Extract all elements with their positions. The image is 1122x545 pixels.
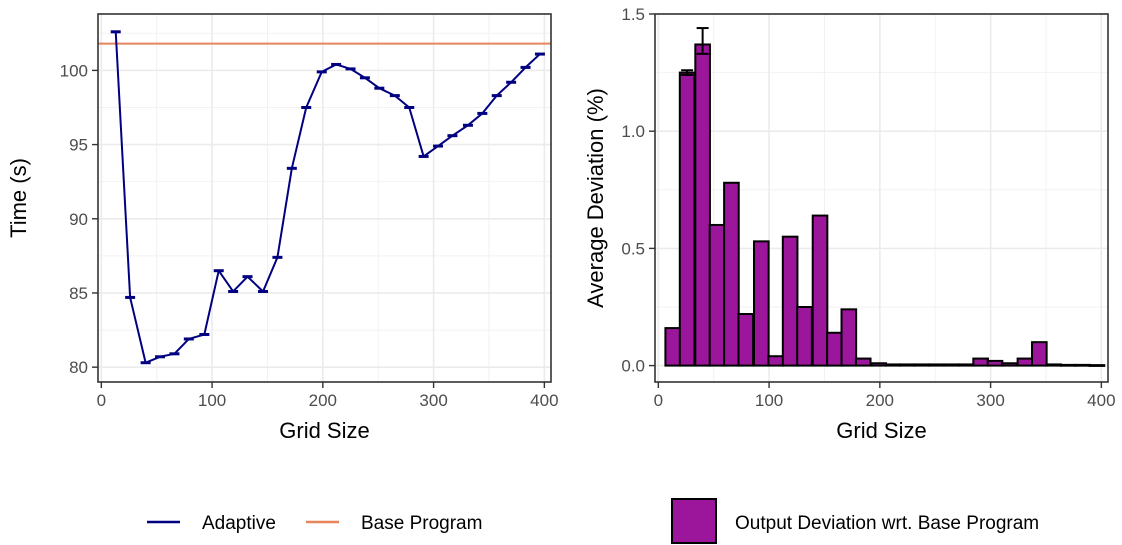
- panel-border: [97, 13, 552, 383]
- y-tick-label: 1.5: [621, 5, 645, 24]
- x-tick-label: 200: [866, 391, 894, 410]
- deviation-bar: [986, 359, 1004, 367]
- time-chart: 0 100 200 300 400 80 85 90 95 100 Grid Size Time …: [6, 13, 559, 534]
- y-tick-label: 95: [69, 136, 88, 155]
- deviation-bar: [943, 363, 961, 367]
- deviation-bar: [957, 363, 975, 367]
- deviation-bar: [796, 305, 813, 367]
- deviation-bar: [1059, 363, 1077, 367]
- x-tick-label: 100: [198, 391, 226, 410]
- x-tick-label: 300: [419, 391, 447, 410]
- x-tick-label: 0: [654, 391, 663, 410]
- legend: Adaptive Base Program: [147, 513, 482, 534]
- deviation-bar: [737, 313, 755, 367]
- deviation-bar: [781, 235, 799, 367]
- x-axis-title: Grid Size: [836, 418, 926, 443]
- deviation-bar: [899, 363, 916, 367]
- legend: Output Deviation wrt. Base Program: [671, 498, 1039, 544]
- x-tick-label: 300: [976, 391, 1004, 410]
- deviation-bar: [928, 363, 945, 367]
- deviation-bar: [826, 331, 843, 367]
- adaptive-line: [114, 31, 541, 364]
- deviation-bar: [913, 363, 931, 367]
- deviation-bar: [870, 362, 888, 367]
- x-tick-label: 100: [755, 391, 783, 410]
- panel-border: [654, 13, 1109, 383]
- deviation-bar: [708, 223, 726, 367]
- deviation-chart: 0 100 200 300 400 0.0 0.5 1.0 1.5 Grid Size Aver…: [583, 5, 1116, 544]
- deviation-bar: [723, 181, 740, 367]
- legend-label: Adaptive: [202, 513, 276, 534]
- x-tick-label: 0: [97, 391, 106, 410]
- y-axis-title: Average Deviation (%): [583, 88, 608, 308]
- deviation-bar: [1074, 363, 1091, 367]
- y-tick-label: 1.0: [621, 122, 645, 141]
- series-marks: [664, 27, 1106, 367]
- x-tick-label: 400: [530, 391, 558, 410]
- deviation-bar: [840, 308, 858, 367]
- deviation-bar: [753, 240, 770, 367]
- deviation-bar: [678, 71, 696, 367]
- deviation-bar: [1045, 363, 1063, 367]
- deviation-bar: [664, 327, 682, 367]
- legend-key-swatch: [671, 498, 717, 544]
- deviation-bar: [1031, 341, 1048, 367]
- x-tick-label: 400: [1087, 391, 1115, 410]
- legend-label: Output Deviation wrt. Base Program: [735, 513, 1039, 534]
- legend-label: Base Program: [361, 513, 482, 534]
- deviation-bar: [1088, 364, 1106, 367]
- y-tick-label: 80: [69, 358, 88, 377]
- deviation-bar: [1016, 357, 1034, 367]
- y-tick-label: 0.0: [621, 357, 645, 376]
- plot-panel: [98, 14, 551, 382]
- deviation-bar: [1001, 362, 1018, 367]
- deviation-bar: [767, 355, 785, 367]
- axis-ticks: 0 100 200 300 400 0.0 0.5 1.0 1.5: [621, 5, 1115, 410]
- y-axis-title: Time (s): [6, 158, 31, 238]
- y-tick-label: 90: [69, 210, 88, 229]
- series-marks: [98, 30, 551, 365]
- y-tick-label: 85: [69, 284, 88, 303]
- deviation-bar: [884, 363, 902, 367]
- deviation-bar: [972, 357, 989, 367]
- deviation-bar: [854, 357, 872, 367]
- y-tick-label: 0.5: [621, 239, 645, 258]
- deviation-bar: [811, 214, 829, 367]
- axis-ticks: 0 100 200 300 400 80 85 90 95 100: [60, 61, 559, 410]
- deviation-bar: [694, 43, 711, 367]
- gridlines: [98, 14, 551, 382]
- x-tick-label: 200: [309, 391, 337, 410]
- x-axis-title: Grid Size: [279, 418, 369, 443]
- y-tick-label: 100: [60, 61, 88, 80]
